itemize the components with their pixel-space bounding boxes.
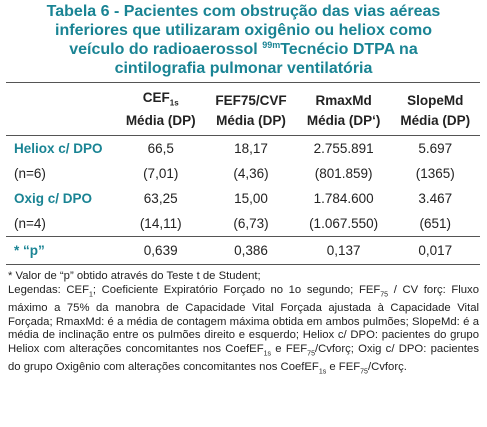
text-segment: SlopeMd: [407, 92, 464, 108]
column-header: SlopeMd: [390, 81, 480, 112]
row-label: Heliox c/ DPO: [14, 140, 103, 156]
table-title: Tabela 6 - Pacientes com obstrução das v…: [30, 2, 457, 78]
cell: 0,137: [296, 236, 391, 265]
text-segment: /Cvforç; Oxig c/ DPO: pacientes do grupo…: [8, 342, 479, 373]
text-segment: Legendas: CEF: [8, 284, 89, 297]
column-header: FEF75/CVF: [205, 81, 297, 112]
table-row: (n=4) (14,11) (6,73) (1.067.550) (651): [6, 210, 480, 237]
data-table: CEF1s FEF75/CVF RmaxMd SlopeMd Média (DP) Méd…: [6, 81, 480, 265]
cell: 63,25: [143, 190, 178, 206]
cell: 0,386: [205, 236, 297, 265]
column-stat: Média (DP): [116, 111, 206, 136]
cell: (14,11): [116, 210, 206, 237]
cell: 1.784.600: [313, 190, 374, 206]
text-segment: Tabela 6 - Pacientes com obstrução das v…: [46, 3, 441, 58]
subscript: 75: [380, 291, 389, 299]
column-header: CEF1s: [116, 81, 206, 112]
corner: [6, 111, 116, 136]
superscript: 99m: [262, 40, 281, 50]
cell: 0,639: [116, 236, 206, 265]
cell: 5.697: [418, 140, 453, 156]
text-segment: FEF75/CVF: [215, 92, 287, 108]
text-segment: RmaxMd: [315, 92, 372, 108]
cell: (7,01): [143, 165, 179, 181]
cell: 18,17: [234, 140, 268, 156]
column-stat: Média (DP): [390, 111, 480, 136]
text-segment: CEF: [142, 90, 170, 105]
cell: 66,5: [147, 140, 174, 156]
subscript: 75: [307, 350, 315, 358]
cell: (801.859): [314, 165, 373, 181]
cell: 15,00: [234, 190, 268, 206]
cell: 3.467: [418, 190, 453, 206]
corner: [6, 81, 116, 112]
cell: (1.067.550): [296, 210, 391, 237]
table-row: (n=6) (7,01) (4,36) (801.859) (1365): [6, 161, 480, 186]
text-segment: /Cvforç.: [367, 360, 407, 373]
footnote: * Valor de “p” obtido através do Teste t…: [8, 270, 479, 284]
row-label: * “p”: [6, 236, 116, 265]
subscript: 1s: [263, 350, 271, 358]
text-segment: e FEF: [271, 342, 308, 355]
row-label: Oxig c/ DPO: [14, 190, 93, 206]
column-stat: Média (DP‘): [296, 111, 391, 136]
column-header: RmaxMd: [296, 81, 391, 112]
cell: (1365): [415, 165, 455, 181]
subscript: 1s: [169, 98, 179, 108]
cell: (4,36): [233, 165, 269, 181]
subscript: 1s: [318, 368, 327, 375]
text-segment: / CV forç: Fluxo máximo a 75% da manobra…: [8, 284, 479, 355]
footnotes: * Valor de “p” obtido através do Teste t…: [8, 270, 479, 379]
row-label: (n=4): [6, 210, 116, 237]
table-row: Oxig c/ DPO 63,25 15,00 1.784.600 3.467: [6, 186, 480, 211]
subscript: 1: [88, 291, 93, 299]
text-segment: ; Coeficiente Expiratório Forçado no 1o …: [92, 284, 381, 297]
table-row: Heliox c/ DPO 66,5 18,17 2.755.891 5.697: [6, 135, 480, 161]
table-row: * “p” 0,639 0,386 0,137 0,017: [6, 236, 480, 265]
column-stat: Média (DP): [205, 111, 297, 136]
subscript: 75: [360, 368, 368, 375]
cell: 0,017: [390, 236, 480, 265]
footnote: Legendas: CEF1; Coeficiente Expiratório …: [8, 284, 479, 378]
cell: 2.755.891: [313, 140, 374, 156]
row-label: (n=6): [14, 165, 46, 181]
cell: (651): [390, 210, 480, 237]
cell: (6,73): [205, 210, 297, 237]
text-segment: e FEF: [326, 360, 361, 373]
text-segment: * Valor de “p” obtido através do Teste t…: [8, 269, 261, 282]
text-segment: Tecnécio DTPA na cintilografia pulmonar …: [114, 41, 418, 77]
